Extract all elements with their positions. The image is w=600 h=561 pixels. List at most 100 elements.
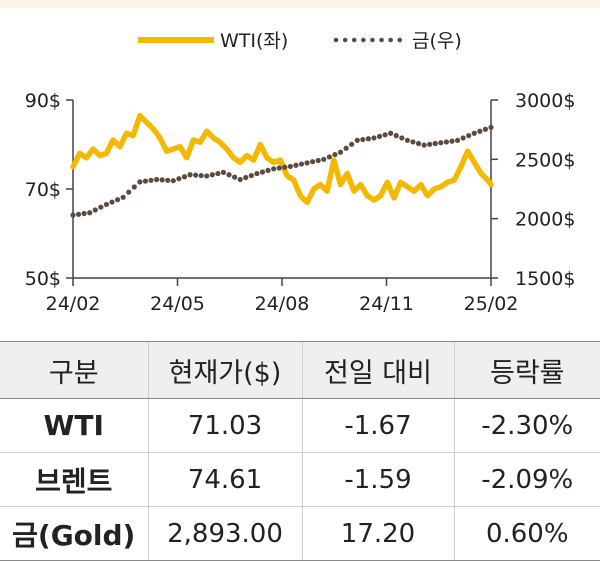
row-rate: -2.30% <box>453 398 600 453</box>
y-right-tick-label: 1500$ <box>515 268 575 290</box>
gold-point <box>415 140 422 147</box>
legend-gold-label: 금(우) <box>412 30 462 52</box>
gold-point <box>170 178 176 184</box>
gold-point <box>109 199 115 205</box>
row-name: 브렌트 <box>0 452 148 507</box>
y-left-tick-label: 90$ <box>25 90 61 112</box>
gold-point <box>471 130 477 136</box>
gold-point <box>120 194 126 200</box>
row-change: -1.67 <box>301 398 454 453</box>
gold-point <box>438 140 444 146</box>
table-row: 금(Gold) 2,893.00 17.20 0.60% <box>0 506 600 561</box>
gold-point <box>466 133 472 139</box>
gold-point <box>165 177 171 183</box>
gold-point <box>103 201 110 208</box>
gold-point <box>365 136 371 142</box>
y-right-tick-label: 2500$ <box>515 149 575 171</box>
gold-point <box>337 149 344 155</box>
x-tick-label: 25/02 <box>464 293 519 315</box>
gold-point <box>209 172 215 178</box>
gold-point <box>282 164 288 170</box>
gold-point <box>148 177 154 183</box>
x-tick-label: 24/11 <box>359 293 414 315</box>
series-gold-dots <box>70 124 494 218</box>
row-rate: 0.60% <box>453 506 600 561</box>
gold-point <box>477 128 483 134</box>
gold-point <box>232 174 238 180</box>
gold-point <box>81 210 87 217</box>
gold-point <box>388 130 394 136</box>
row-change: 17.20 <box>301 506 454 561</box>
legend-wti-label: WTI(좌) <box>220 30 288 52</box>
table-row: WTI 71.03 -1.67 -2.30% <box>0 398 600 453</box>
gold-point <box>215 170 221 177</box>
gold-point <box>287 163 293 170</box>
gold-point <box>432 140 438 147</box>
table-header-row: 구분 현재가($) 전일 대비 등락률 <box>0 341 600 399</box>
gold-point <box>181 174 188 180</box>
gold-point <box>298 161 305 167</box>
gold-point <box>142 178 149 184</box>
gold-point <box>360 136 366 143</box>
gold-point <box>354 137 360 143</box>
top-accent-bar <box>0 0 600 8</box>
gold-point <box>176 176 182 182</box>
gold-point <box>114 197 121 203</box>
gold-point <box>87 210 93 216</box>
gold-point <box>198 172 204 179</box>
gold-point <box>371 135 377 141</box>
gold-point <box>326 154 332 160</box>
gold-point <box>332 151 338 158</box>
y-left-tick-label: 70$ <box>25 179 61 201</box>
y-right-tick-label: 2000$ <box>515 209 575 231</box>
legend: WTI(좌) 금(우) <box>138 30 462 52</box>
gold-point <box>193 172 199 178</box>
gold-point <box>421 142 427 148</box>
row-change: -1.59 <box>301 452 454 507</box>
gold-point <box>488 124 494 130</box>
gold-point <box>154 176 160 183</box>
gold-point <box>482 126 489 132</box>
gold-point <box>304 160 310 166</box>
gold-point <box>393 133 399 139</box>
gold-point <box>98 204 104 210</box>
gold-point <box>321 156 327 162</box>
header-day-change: 전일 대비 <box>301 341 454 399</box>
row-name: WTI <box>0 398 148 453</box>
gold-point <box>315 157 321 164</box>
header-change-rate: 등락률 <box>453 341 600 399</box>
gold-point <box>460 135 466 141</box>
x-tick-label: 24/05 <box>150 293 205 315</box>
gold-point <box>237 176 243 183</box>
series-wti-line <box>70 112 494 206</box>
gold-point <box>248 172 254 179</box>
row-price: 2,893.00 <box>147 506 302 561</box>
gold-point <box>126 189 132 195</box>
gold-point <box>271 166 277 172</box>
gold-point <box>449 138 455 144</box>
gold-point <box>220 169 227 175</box>
row-price: 71.03 <box>147 398 302 453</box>
gold-point <box>92 207 98 213</box>
y-right-tick-label: 3000$ <box>515 90 575 112</box>
gold-point <box>343 145 349 151</box>
gold-point <box>70 212 76 218</box>
gold-point <box>454 137 461 143</box>
gold-point <box>226 172 232 178</box>
row-price: 74.61 <box>147 452 302 507</box>
gold-point <box>382 132 388 138</box>
row-name: 금(Gold) <box>0 506 148 561</box>
x-tick-label: 24/02 <box>46 293 101 315</box>
gold-point <box>159 177 165 183</box>
gold-point <box>187 172 193 178</box>
gold-point <box>376 133 383 139</box>
axes: 90$ 70$ 50$ 3000$ 2500$ 2000$ 1500$ 24/02 24/05 2… <box>25 90 576 315</box>
series-layer <box>70 112 494 218</box>
gold-point <box>404 137 410 143</box>
gold-point <box>399 135 405 141</box>
gold-point <box>427 141 433 147</box>
gold-point <box>410 139 416 145</box>
header-category: 구분 <box>0 341 148 399</box>
gold-point <box>137 179 143 185</box>
gold-point <box>254 170 260 177</box>
